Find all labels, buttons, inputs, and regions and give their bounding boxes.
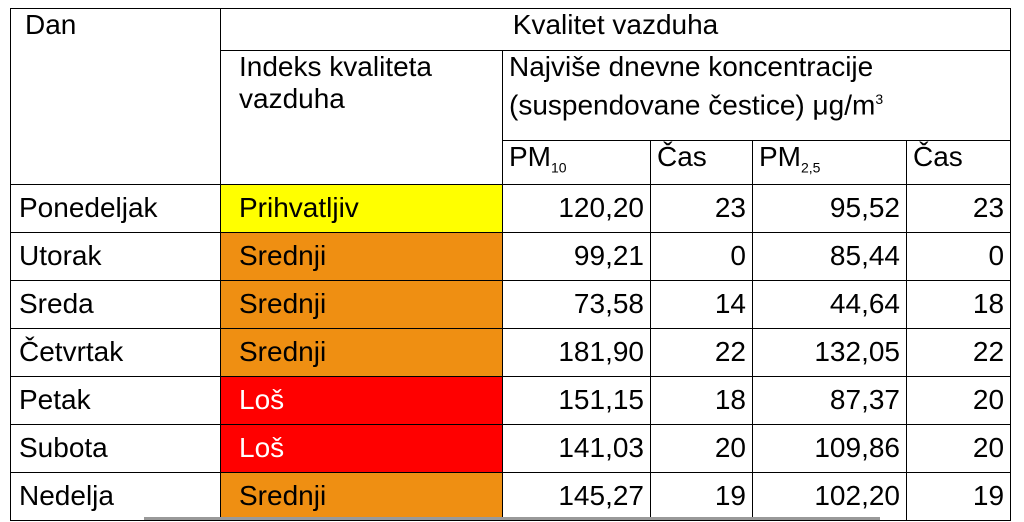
day-cell: Sreda <box>10 279 221 329</box>
header-text: PM <box>759 141 801 172</box>
header-text: Indeks kvaliteta vazduha <box>239 51 432 114</box>
header-text: Čas <box>657 141 707 172</box>
value-cell: 20 <box>905 423 1012 473</box>
rule <box>144 517 880 520</box>
index-cell: Prihvatljiv <box>220 183 503 233</box>
header-cell: Dan <box>10 8 221 185</box>
header-cell: PM10 <box>502 140 651 185</box>
value-cell: 19 <box>650 471 753 521</box>
header-cell: Čas <box>905 140 1012 185</box>
header-text: Čas <box>913 141 963 172</box>
data-row: Četvrtak Srednji 181,90 22 132,05 22 <box>10 327 1012 377</box>
value-cell: 14 <box>650 279 753 329</box>
header-cell: Indeks kvaliteta vazduha <box>220 50 503 185</box>
index-cell: Srednji <box>220 471 503 521</box>
header-cell: Čas <box>650 140 753 185</box>
data-row: Ponedeljak Prihvatljiv 120,20 23 95,52 23 <box>10 183 1012 233</box>
air-quality-table: Dan Kvalitet vazduha Indeks kvaliteta va… <box>10 8 1012 521</box>
value-cell: 151,15 <box>502 375 651 425</box>
value-cell: 20 <box>905 375 1012 425</box>
value-cell: 44,64 <box>752 279 907 329</box>
table-header: Dan Kvalitet vazduha Indeks kvaliteta va… <box>10 8 1012 185</box>
value-cell: 132,05 <box>752 327 907 377</box>
value-cell: 99,21 <box>502 231 651 281</box>
value-cell: 18 <box>650 375 753 425</box>
value-cell: 85,44 <box>752 231 907 281</box>
header-text: Najviše dnevne koncentracije (suspendova… <box>509 51 876 121</box>
header-cell: Kvalitet vazduha <box>219 8 1012 51</box>
value-cell: 22 <box>905 327 1012 377</box>
data-row: Subota Loš 141,03 20 109,86 20 <box>10 423 1012 473</box>
header-row: Dan Kvalitet vazduha <box>10 8 1012 185</box>
day-cell: Nedelja <box>10 471 221 521</box>
value-cell: 120,20 <box>502 183 651 233</box>
value-cell: 145,27 <box>502 471 651 521</box>
value-cell: 0 <box>905 231 1012 281</box>
value-cell: 23 <box>905 183 1012 233</box>
value-cell: 20 <box>650 423 753 473</box>
day-cell: Ponedeljak <box>10 183 221 233</box>
day-cell: Petak <box>10 375 221 425</box>
header-text: PM <box>509 141 551 172</box>
index-cell: Srednji <box>220 279 503 329</box>
day-cell: Subota <box>10 423 221 473</box>
superscript: 3 <box>875 91 884 107</box>
header-text: Kvalitet vazduha <box>512 9 719 41</box>
index-cell: Srednji <box>220 231 503 281</box>
header-cell: PM2,5 <box>752 140 907 185</box>
data-row: Utorak Srednji 99,21 0 85,44 0 <box>10 231 1012 281</box>
data-row: Sreda Srednji 73,58 14 44,64 18 <box>10 279 1012 329</box>
value-cell: 141,03 <box>502 423 651 473</box>
value-cell: 102,20 <box>752 471 907 521</box>
value-cell: 0 <box>650 231 753 281</box>
value-cell: 18 <box>905 279 1012 329</box>
header-cell: Najviše dnevne koncentracije (suspendova… <box>501 50 1012 141</box>
index-cell: Loš <box>220 423 503 473</box>
value-cell: 23 <box>650 183 753 233</box>
value-cell: 109,86 <box>752 423 907 473</box>
value-cell: 95,52 <box>752 183 907 233</box>
header-row: Indeks kvaliteta vazduha Najviše dnevne … <box>11 50 1012 185</box>
header-row: PM10 Čas PM2,5 Čas <box>11 140 1012 185</box>
value-cell: 73,58 <box>502 279 651 329</box>
value-cell: 22 <box>650 327 753 377</box>
index-cell: Loš <box>220 375 503 425</box>
table-body: Ponedeljak Prihvatljiv 120,20 23 95,52 23 Utor… <box>10 183 1012 521</box>
header-text: Dan <box>25 9 77 40</box>
subscript: 10 <box>551 159 567 176</box>
data-row: Petak Loš 151,15 18 87,37 20 <box>10 375 1012 425</box>
day-cell: Četvrtak <box>10 327 221 377</box>
value-cell: 19 <box>905 471 1012 521</box>
subscript: 2,5 <box>801 159 821 176</box>
value-cell: 181,90 <box>502 327 651 377</box>
index-cell: Srednji <box>220 327 503 377</box>
data-row: Nedelja Srednji 145,27 19 102,20 19 <box>10 471 1012 521</box>
value-cell: 87,37 <box>752 375 907 425</box>
day-cell: Utorak <box>10 231 221 281</box>
